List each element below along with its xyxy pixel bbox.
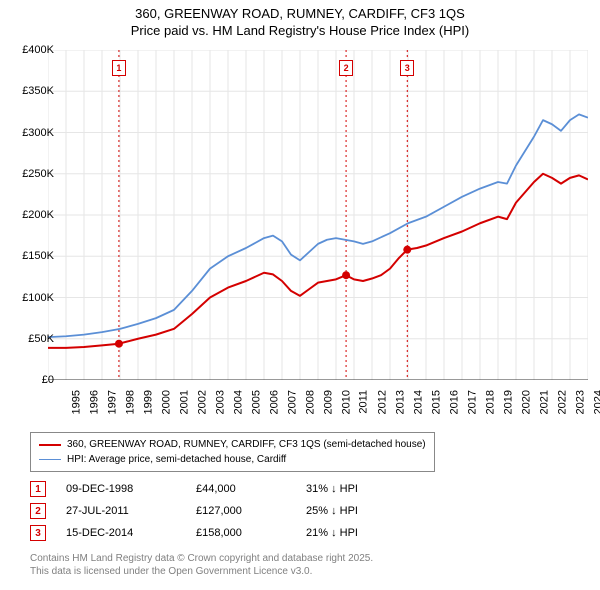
x-tick-label: 2014 — [412, 390, 424, 414]
legend-swatch — [39, 459, 61, 460]
chart-area — [48, 50, 588, 380]
callout-marker: 3 — [400, 60, 414, 76]
footer-line2: This data is licensed under the Open Gov… — [30, 565, 373, 578]
legend-row: HPI: Average price, semi-detached house,… — [39, 452, 426, 467]
chart-container: 360, GREENWAY ROAD, RUMNEY, CARDIFF, CF3… — [0, 0, 600, 590]
title-line1: 360, GREENWAY ROAD, RUMNEY, CARDIFF, CF3… — [0, 6, 600, 23]
x-tick-label: 2008 — [304, 390, 316, 414]
marker-delta: 25% ↓ HPI — [306, 505, 406, 517]
y-tick-label: £100K — [14, 292, 54, 304]
marker-date: 09-DEC-1998 — [66, 483, 176, 495]
x-tick-label: 2022 — [556, 390, 568, 414]
callout-marker: 2 — [339, 60, 353, 76]
legend-label: 360, GREENWAY ROAD, RUMNEY, CARDIFF, CF3… — [67, 437, 426, 452]
marker-price: £158,000 — [196, 527, 286, 539]
y-tick-label: £200K — [14, 209, 54, 221]
x-tick-label: 2013 — [394, 390, 406, 414]
x-tick-label: 1997 — [106, 390, 118, 414]
x-tick-label: 2011 — [358, 390, 370, 414]
x-tick-label: 2024 — [592, 390, 600, 414]
x-tick-label: 1996 — [88, 390, 100, 414]
marker-price: £127,000 — [196, 505, 286, 517]
callout-marker: 1 — [112, 60, 126, 76]
x-tick-label: 2001 — [178, 390, 190, 414]
x-tick-label: 2004 — [232, 390, 244, 414]
legend-box: 360, GREENWAY ROAD, RUMNEY, CARDIFF, CF3… — [30, 432, 435, 472]
x-tick-label: 2019 — [502, 390, 514, 414]
marker-table-row: 3 15-DEC-2014 £158,000 21% ↓ HPI — [30, 522, 406, 544]
x-tick-label: 2023 — [574, 390, 586, 414]
x-tick-label: 2006 — [268, 390, 280, 414]
title-block: 360, GREENWAY ROAD, RUMNEY, CARDIFF, CF3… — [0, 0, 600, 40]
x-tick-label: 2005 — [250, 390, 262, 414]
y-tick-label: £250K — [14, 168, 54, 180]
legend-label: HPI: Average price, semi-detached house,… — [67, 452, 286, 467]
y-tick-label: £0 — [14, 374, 54, 386]
x-tick-label: 2003 — [214, 390, 226, 414]
marker-number-box: 3 — [30, 525, 46, 541]
x-tick-label: 2002 — [196, 390, 208, 414]
plot-svg — [48, 50, 588, 380]
marker-date: 27-JUL-2011 — [66, 505, 176, 517]
x-tick-label: 2007 — [286, 390, 298, 414]
y-tick-label: £300K — [14, 127, 54, 139]
title-line2: Price paid vs. HM Land Registry's House … — [0, 23, 600, 40]
marker-delta: 31% ↓ HPI — [306, 483, 406, 495]
x-tick-label: 2012 — [376, 390, 388, 414]
footer-line1: Contains HM Land Registry data © Crown c… — [30, 552, 373, 565]
marker-table-row: 1 09-DEC-1998 £44,000 31% ↓ HPI — [30, 478, 406, 500]
marker-delta: 21% ↓ HPI — [306, 527, 406, 539]
marker-table-row: 2 27-JUL-2011 £127,000 25% ↓ HPI — [30, 500, 406, 522]
legend-swatch — [39, 444, 61, 446]
legend-row: 360, GREENWAY ROAD, RUMNEY, CARDIFF, CF3… — [39, 437, 426, 452]
y-tick-label: £150K — [14, 250, 54, 262]
y-tick-label: £50K — [14, 333, 54, 345]
x-tick-label: 2018 — [484, 390, 496, 414]
x-tick-label: 2016 — [448, 390, 460, 414]
x-tick-label: 1998 — [124, 390, 136, 414]
marker-price: £44,000 — [196, 483, 286, 495]
marker-number-box: 1 — [30, 481, 46, 497]
x-tick-label: 2017 — [466, 390, 478, 414]
x-tick-label: 2010 — [340, 390, 352, 414]
x-tick-label: 2000 — [160, 390, 172, 414]
x-tick-label: 2009 — [322, 390, 334, 414]
footer-text: Contains HM Land Registry data © Crown c… — [30, 552, 373, 578]
y-tick-label: £350K — [14, 85, 54, 97]
x-tick-label: 2020 — [520, 390, 532, 414]
x-tick-label: 2015 — [430, 390, 442, 414]
y-tick-label: £400K — [14, 44, 54, 56]
marker-number-box: 2 — [30, 503, 46, 519]
x-tick-label: 2021 — [538, 390, 550, 414]
marker-table: 1 09-DEC-1998 £44,000 31% ↓ HPI 2 27-JUL-2011… — [30, 478, 406, 544]
x-tick-label: 1995 — [70, 390, 82, 414]
x-tick-label: 1999 — [142, 390, 154, 414]
marker-date: 15-DEC-2014 — [66, 527, 176, 539]
